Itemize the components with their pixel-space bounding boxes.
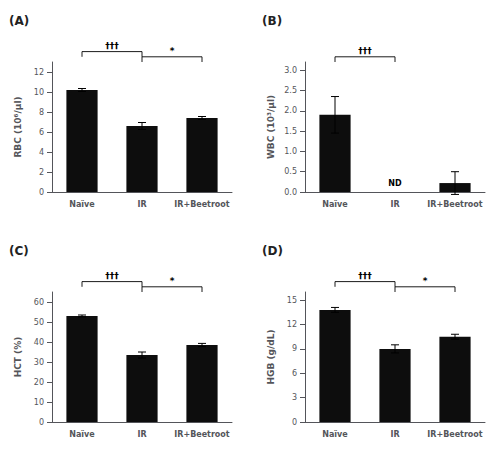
svg-text:3.0: 3.0 xyxy=(284,66,297,75)
svg-text:HGB (g/dL): HGB (g/dL) xyxy=(266,329,276,384)
svg-text:0.0: 0.0 xyxy=(284,188,297,197)
svg-text:(D): (D) xyxy=(262,244,283,258)
svg-text:2.5: 2.5 xyxy=(284,86,297,95)
svg-text:2: 2 xyxy=(39,168,44,177)
svg-text:1.5: 1.5 xyxy=(284,127,297,136)
svg-text:6: 6 xyxy=(292,369,297,378)
svg-text:†††: ††† xyxy=(358,46,372,56)
svg-text:Naïve: Naïve xyxy=(69,430,95,439)
svg-text:12: 12 xyxy=(34,68,44,77)
svg-text:(B): (B) xyxy=(262,14,282,28)
svg-text:*: * xyxy=(170,276,175,286)
svg-text:20: 20 xyxy=(34,378,44,387)
svg-text:*: * xyxy=(170,46,175,56)
svg-text:Naïve: Naïve xyxy=(322,200,348,209)
svg-text:10: 10 xyxy=(34,88,44,97)
svg-text:1.0: 1.0 xyxy=(284,147,297,156)
svg-text:4: 4 xyxy=(39,148,44,157)
svg-text:0: 0 xyxy=(39,188,44,197)
svg-text:Naïve: Naïve xyxy=(69,200,95,209)
svg-text:50: 50 xyxy=(34,318,44,327)
svg-text:(C): (C) xyxy=(9,244,29,258)
svg-text:0.5: 0.5 xyxy=(284,167,297,176)
svg-text:(A): (A) xyxy=(9,14,29,28)
svg-text:40: 40 xyxy=(34,338,44,347)
svg-text:IR+Beetroot: IR+Beetroot xyxy=(174,430,230,439)
svg-text:†††: ††† xyxy=(358,271,372,281)
svg-text:RBC (10⁶/μl): RBC (10⁶/μl) xyxy=(13,96,23,157)
svg-text:8: 8 xyxy=(39,108,44,117)
svg-text:9: 9 xyxy=(292,344,297,353)
svg-text:WBC (10³/μl): WBC (10³/μl) xyxy=(266,95,276,159)
svg-text:IR: IR xyxy=(137,430,146,439)
svg-text:IR: IR xyxy=(390,200,399,209)
svg-text:Naïve: Naïve xyxy=(322,430,348,439)
svg-text:0: 0 xyxy=(292,418,297,427)
svg-text:*: * xyxy=(423,276,428,286)
svg-text:30: 30 xyxy=(34,358,44,367)
svg-text:ND: ND xyxy=(388,179,402,188)
svg-text:3: 3 xyxy=(292,393,297,402)
svg-text:IR: IR xyxy=(390,430,399,439)
svg-text:15: 15 xyxy=(287,296,297,305)
svg-text:10: 10 xyxy=(34,398,44,407)
svg-text:2.0: 2.0 xyxy=(284,106,297,115)
svg-text:†††: ††† xyxy=(105,41,119,51)
svg-text:†††: ††† xyxy=(105,271,119,281)
svg-text:IR+Beetroot: IR+Beetroot xyxy=(427,200,483,209)
svg-text:IR+Beetroot: IR+Beetroot xyxy=(427,430,483,439)
svg-text:60: 60 xyxy=(34,298,44,307)
svg-text:IR: IR xyxy=(137,200,146,209)
svg-text:12: 12 xyxy=(287,320,297,329)
svg-text:HCT (%): HCT (%) xyxy=(13,337,23,378)
svg-text:IR+Beetroot: IR+Beetroot xyxy=(174,200,230,209)
svg-text:6: 6 xyxy=(39,128,44,137)
svg-text:0: 0 xyxy=(39,418,44,427)
